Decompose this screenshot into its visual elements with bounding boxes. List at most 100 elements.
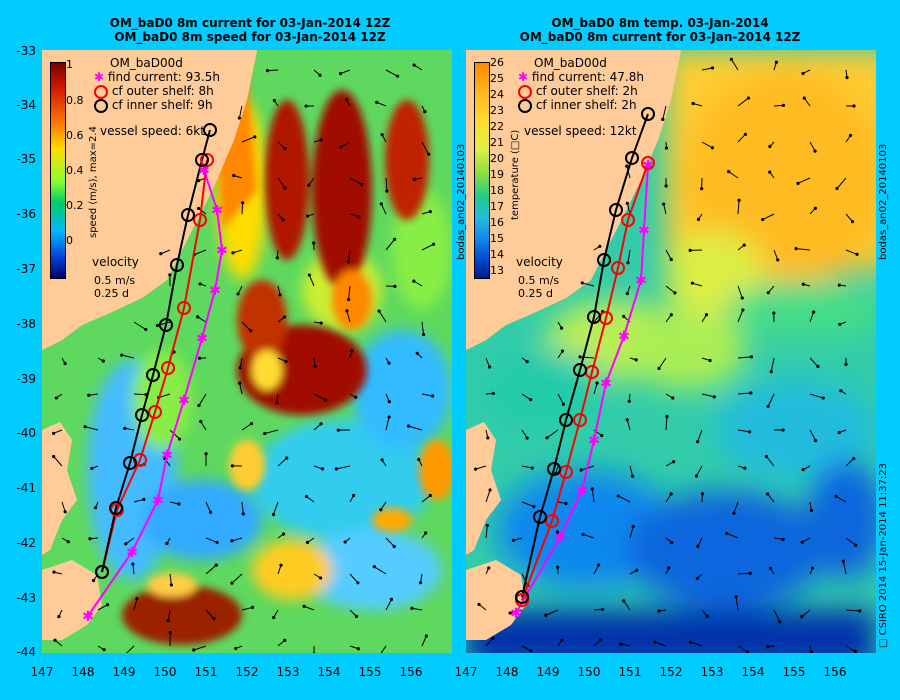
colorbar-tick: 21 bbox=[490, 136, 504, 149]
velocity-arrow bbox=[421, 141, 430, 155]
velocity-arrow bbox=[277, 177, 286, 189]
velocity-arrow-head bbox=[529, 649, 533, 653]
velocity-arrow-head bbox=[393, 237, 397, 241]
velocity-arrow bbox=[385, 177, 388, 192]
x-tick-label: 155 bbox=[782, 665, 806, 679]
velocity-arrow-head bbox=[336, 428, 340, 432]
velocity-arrow-head bbox=[734, 595, 738, 599]
velocity-arrow-head bbox=[838, 322, 842, 326]
velocity-arrow bbox=[591, 488, 595, 503]
velocity-arrow-head bbox=[282, 315, 287, 319]
legend-find-current: ✱ find current: 47.8h bbox=[518, 70, 644, 84]
velocity-arrow bbox=[53, 456, 63, 467]
y-tick-label: -39 bbox=[16, 372, 36, 386]
velocity-arrow bbox=[737, 309, 744, 323]
colorbar-tick: 24 bbox=[490, 88, 504, 101]
velocity-arrow-head bbox=[695, 576, 699, 581]
velocity-arrow bbox=[690, 641, 703, 647]
outer-shelf-marker bbox=[545, 514, 559, 528]
velocity-arrow-head bbox=[234, 646, 238, 651]
velocity-arrow bbox=[803, 97, 811, 107]
velocity-arrow bbox=[845, 249, 858, 255]
velocity-arrow bbox=[421, 393, 433, 397]
velocity-arrow-head bbox=[694, 474, 699, 478]
velocity-arrow-head bbox=[858, 609, 862, 613]
velocity-arrow-head bbox=[732, 511, 736, 515]
velocity-arrow-head bbox=[197, 356, 202, 360]
velocity-arrow-head bbox=[312, 652, 316, 653]
velocity-arrow-head bbox=[423, 110, 427, 114]
velocity-arrow-head bbox=[488, 488, 492, 492]
velocity-arrow-head bbox=[560, 638, 564, 642]
velocity-arrow bbox=[557, 393, 564, 405]
velocity-arrow bbox=[485, 357, 491, 368]
velocity-arrow bbox=[809, 393, 824, 399]
velocity-arrow bbox=[593, 382, 598, 395]
velocity-arrow bbox=[167, 609, 171, 621]
velocity-arrow-head bbox=[168, 273, 172, 277]
y-tick-label: -43 bbox=[16, 591, 36, 605]
velocity-arrow bbox=[347, 249, 351, 263]
velocity-arrow-head bbox=[90, 466, 94, 471]
velocity-arrow-head bbox=[700, 492, 705, 496]
velocity-arrow-head bbox=[625, 201, 629, 205]
velocity-arrow-head bbox=[250, 605, 255, 610]
velocity-arrow bbox=[762, 213, 775, 221]
y-tick-label: -34 bbox=[16, 98, 36, 112]
velocity-arrow bbox=[809, 311, 815, 323]
velocity-arrow-head bbox=[696, 217, 701, 221]
velocity-arrow bbox=[665, 285, 676, 294]
y-tick-label: -33 bbox=[16, 44, 36, 58]
colorbar-tick: 19 bbox=[490, 168, 504, 181]
velocity-arrow-head bbox=[821, 396, 825, 400]
velocity-arrow-head bbox=[63, 510, 67, 514]
velocity-arrow-head bbox=[354, 614, 359, 619]
velocity-arrow-head bbox=[850, 220, 855, 224]
y-tick-label: -35 bbox=[16, 152, 36, 166]
velocity-arrow-head bbox=[66, 540, 70, 544]
velocity-arrow-head bbox=[102, 648, 106, 652]
velocity-arrow bbox=[662, 105, 667, 120]
inner-shelf-marker bbox=[587, 310, 601, 324]
velocity-arrow bbox=[521, 573, 529, 586]
velocity-arrow bbox=[238, 105, 243, 119]
velocity-arrow bbox=[809, 141, 816, 152]
velocity-arrow-head bbox=[564, 501, 568, 506]
velocity-arrow bbox=[626, 203, 631, 215]
velocity-arrow bbox=[264, 429, 279, 435]
velocity-arrow-head bbox=[417, 457, 421, 462]
velocity-arrow-head bbox=[837, 283, 842, 287]
find-current-route bbox=[515, 164, 649, 614]
velocity-arrow bbox=[231, 537, 243, 542]
tasmania-north bbox=[466, 422, 501, 555]
velocity-arrow-head bbox=[511, 538, 515, 542]
inner-shelf-marker bbox=[559, 413, 573, 427]
legend-outer-shelf-label: cf outer shelf: 2h bbox=[535, 84, 638, 98]
velocity-arrow bbox=[701, 393, 715, 398]
velocity-arrow-head bbox=[625, 291, 629, 296]
velocity-arrow-head bbox=[431, 394, 435, 398]
y-tick-label: -36 bbox=[16, 207, 36, 221]
velocity-arrow bbox=[801, 609, 811, 618]
velocity-arrow-head bbox=[662, 202, 666, 206]
velocity-arrow-head bbox=[380, 458, 384, 462]
velocity-arrow-head bbox=[800, 615, 804, 619]
velocity-arrow-head bbox=[525, 359, 529, 364]
velocity-arrow-head bbox=[746, 96, 751, 100]
velocity-arrow-head bbox=[598, 244, 602, 248]
velocity-arrow bbox=[205, 501, 212, 513]
velocity-arrow-head bbox=[346, 297, 351, 302]
velocity-arrow bbox=[378, 310, 387, 323]
velocity-arrow-head bbox=[120, 353, 124, 357]
velocity-arrow-head bbox=[848, 133, 853, 138]
velocity-arrow-head bbox=[801, 468, 805, 472]
velocity-arrow bbox=[733, 501, 739, 514]
velocity-arrow-head bbox=[165, 541, 169, 546]
velocity-arrow-head bbox=[356, 581, 360, 585]
velocity-arrow bbox=[665, 493, 672, 503]
velocity-arrow-head bbox=[319, 138, 323, 142]
velocity-arrow-head bbox=[671, 396, 675, 400]
velocity-arrow-head bbox=[474, 467, 478, 471]
velocity-arrow-head bbox=[307, 273, 311, 277]
velocity-arrow bbox=[239, 357, 243, 368]
